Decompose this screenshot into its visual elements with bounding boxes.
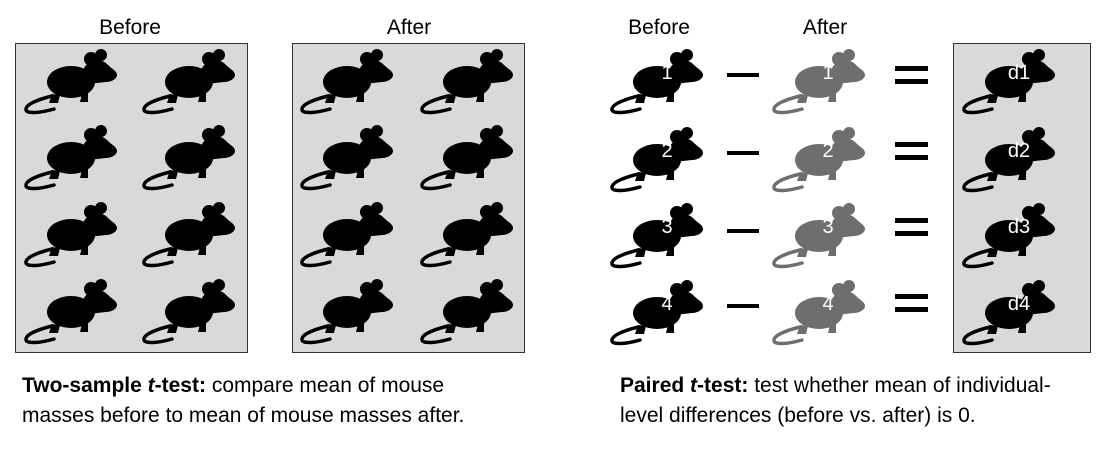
equals-sign	[895, 66, 928, 84]
right-after-label: After	[802, 16, 848, 39]
caption-text: test whether mean of individual-level di…	[620, 374, 1051, 427]
after-mouse-number: 4	[822, 293, 834, 315]
difference-label: d4	[1007, 293, 1031, 315]
after-mouse-number: 1	[822, 62, 834, 84]
before-mouse-number: 4	[661, 293, 673, 315]
after-mouse-number: 3	[822, 216, 834, 238]
equals-sign	[895, 294, 928, 312]
after-mouse-number: 2	[822, 140, 834, 162]
difference-label: d3	[1007, 216, 1031, 238]
caption-bold-prefix: Two-sample	[22, 374, 148, 397]
before-mouse-number: 2	[661, 140, 673, 162]
paired-caption: Paired t-test: test whether mean of indi…	[620, 371, 1090, 431]
caption-text: compare mean of mouse masses before to m…	[22, 374, 465, 427]
minus-sign	[727, 73, 759, 77]
caption-t-italic: t	[690, 374, 698, 397]
two-sample-caption: Two-sample t-test: compare mean of mouse…	[22, 371, 492, 431]
minus-sign	[727, 151, 759, 155]
difference-label: d2	[1007, 140, 1031, 162]
caption-t-italic: t	[147, 374, 155, 397]
equals-sign	[895, 218, 928, 236]
left-before-label: Before	[99, 16, 161, 39]
left-after-label: After	[386, 16, 432, 39]
minus-sign	[727, 304, 759, 308]
equals-sign	[895, 142, 928, 160]
right-before-label: Before	[628, 16, 690, 39]
difference-label: d1	[1007, 62, 1031, 84]
before-mouse-number: 3	[661, 216, 673, 238]
caption-bold-suffix: -test:	[154, 374, 206, 397]
caption-bold-suffix: -test:	[697, 374, 749, 397]
before-mouse-number: 1	[661, 62, 673, 84]
caption-bold-prefix: Paired	[620, 374, 691, 397]
minus-sign	[727, 229, 759, 233]
